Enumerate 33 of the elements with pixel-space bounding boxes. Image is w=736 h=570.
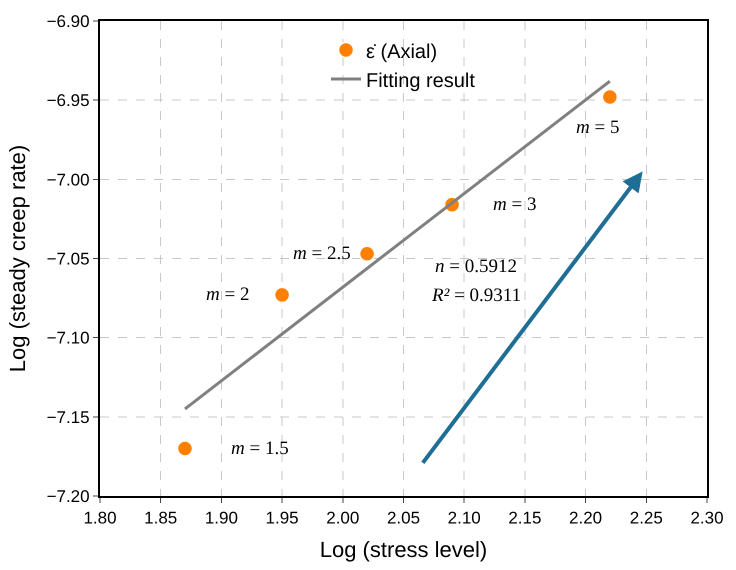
y-axis-title: Log (steady creep rate) [4,144,30,372]
x-tick-label: 2.00 [326,508,360,528]
y-tick-label: −7.05 [46,249,90,268]
point [358,246,376,262]
x-tick-label: 2.05 [386,508,420,528]
legend-label: ε̇ (Axial) [366,40,438,63]
y-tick-label: −7.10 [46,328,90,348]
x-tick-label: 1.95 [266,508,299,528]
point [176,440,194,457]
x-tick-label: 1.80 [83,508,117,528]
x-tick-label: 2.15 [508,508,542,528]
annotation: m = 2.5 [293,243,351,264]
point [274,286,290,304]
annotation: m = 5 [576,117,620,138]
x-tick-label: 2.30 [690,508,724,528]
y-tick-label: −7.15 [46,408,90,427]
y-tick-label: −7.20 [46,486,90,506]
x-tick-label: 1.90 [204,508,238,528]
x-tick-label: 2.20 [569,508,602,528]
point [602,88,618,106]
x-tick-label: 2.25 [630,508,663,528]
annotation: m = 3 [493,194,536,215]
legend-label: Fitting result [366,70,476,92]
x-tick-label: 1.85 [144,508,178,528]
annotation: n = 0.5912 [435,256,517,277]
annotation: R² = 0.9311 [431,285,522,306]
y-tick-label: −6.95 [46,91,90,110]
x-axis-title: Log (stress level) [320,536,488,562]
annotation: m = 1.5 [231,438,289,459]
y-tick-label: −7.00 [46,170,90,190]
x-tick-label: 2.10 [448,508,481,528]
y-tick-label: −6.90 [46,12,90,31]
annotation: m = 2 [206,284,250,305]
